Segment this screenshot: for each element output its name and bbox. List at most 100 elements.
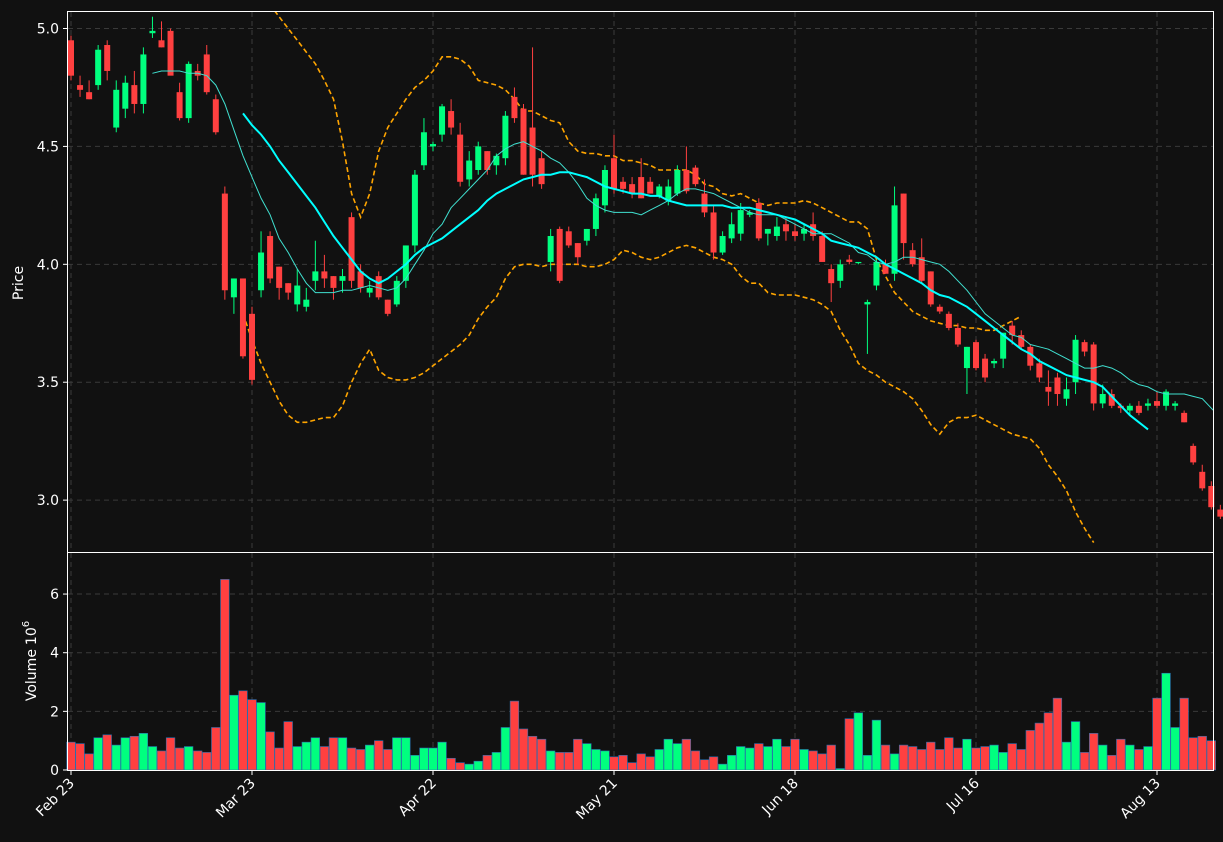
candle-down [239,278,246,357]
candle-down [176,92,183,119]
price-y-tick-label: 5.0 [37,22,59,38]
candle-down [574,243,581,258]
volume-bar [989,744,999,771]
candle-down [710,212,717,253]
upper-band-line [274,12,1022,332]
candle-down [982,358,989,378]
volume-bar [627,762,637,771]
volume-bar [1161,672,1171,771]
short-moving-average-line [152,70,1213,411]
candle-up [230,278,237,298]
candle-down [782,224,789,232]
candle-down [221,193,228,291]
candle-up [339,276,346,281]
candle-down [104,45,111,71]
candle-up [746,212,753,215]
candle-up [149,30,156,34]
volume-bar [917,749,927,771]
candle-up [737,210,744,234]
volume-bar [346,747,357,771]
candle-up [728,224,735,239]
candle-up [122,82,129,109]
volume-y-tick-label: 6 [50,587,59,603]
candle-down [267,236,274,279]
volume-bar [1052,697,1063,771]
volume-bar [1134,749,1144,771]
volume-bar [699,759,710,771]
volume-y-label-group: Volume 106 [21,621,40,701]
candle-down [77,85,84,90]
candle-down [900,193,907,244]
candle-up [366,287,373,293]
volume-bar [428,747,438,771]
volume-bar [491,752,501,771]
candle-down [638,177,645,199]
volume-bar [337,737,348,771]
candle-up [873,261,880,286]
candle-down [611,158,617,189]
volume-bar [319,746,330,771]
volume-bar [184,746,194,771]
volume-bar [102,734,112,771]
candle-down [973,342,979,369]
volume-bar [392,737,402,771]
candle-down [629,184,636,194]
candle-up [891,205,898,274]
volume-bar [754,743,764,771]
volume-bar [844,718,854,771]
candle-down [1190,445,1197,463]
volume-bar [555,752,565,771]
volume-bar [482,755,492,771]
candle-down [1108,394,1115,406]
volume-bar [301,741,311,771]
volume-bar [618,755,628,771]
volume-bar [211,727,221,771]
candle-up [140,54,147,104]
volume-bar [681,738,692,771]
volume-bar [835,768,845,771]
volume-y-tick-label: 4 [50,646,59,662]
candle-down [918,257,925,281]
volume-bar [473,760,483,771]
volume-bar [193,750,203,771]
candle-down [212,99,219,133]
candle-down [755,203,762,239]
candle-down [792,231,798,237]
volume-bar [971,747,981,771]
candle-down [511,96,518,119]
volume-bar [654,749,664,771]
price-y-ticks: 3.0 3.5 4.0 4.5 5.0 [37,22,68,509]
candle-down [1009,325,1016,336]
volume-bar [1152,697,1162,771]
volume-bar [156,750,167,771]
volume-bar [419,747,429,771]
candle-down [357,271,364,288]
candle-down [348,217,355,281]
volume-bar [383,749,393,771]
candle-down [285,283,292,293]
candle-up [1000,332,1007,359]
volume-bar [509,700,520,771]
volume-bar [527,735,538,771]
candle-up [864,302,871,305]
volume-bar [500,727,511,771]
volume-bar [283,721,293,771]
lower-band-line [242,244,1095,544]
volume-bar [75,743,85,771]
volume-bar [455,762,465,771]
candle-up [583,228,590,241]
candle-down [945,313,952,328]
candle-down [158,40,165,48]
volume-bar [292,746,302,771]
candle-down [647,181,654,194]
volume-bar [1070,721,1081,771]
candle-down [927,271,934,305]
candle-up [113,89,120,128]
candle-up [801,228,808,234]
candle-down [1135,405,1142,413]
candle-down [882,264,889,274]
volume-bar [690,750,701,771]
candle-up [493,155,500,166]
